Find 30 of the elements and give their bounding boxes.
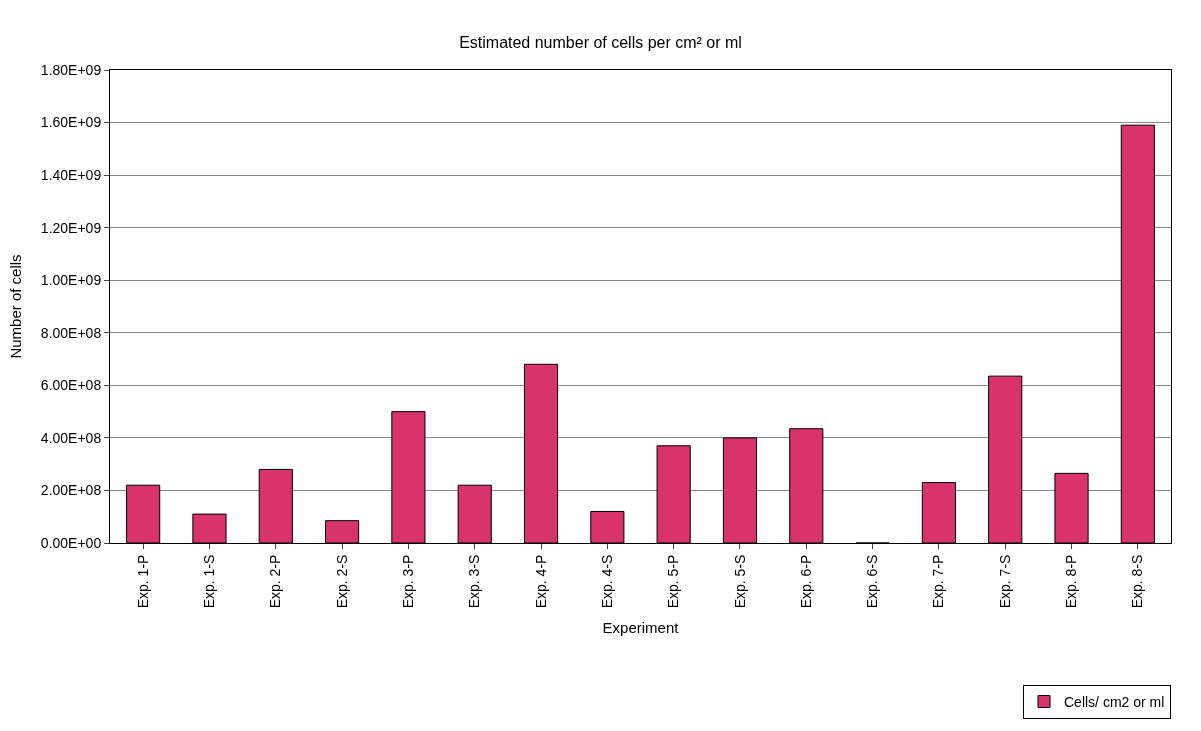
y-tick-label: 6.00E+08 — [40, 377, 102, 394]
chart-title: Estimated number of cells per cm² or ml — [459, 33, 742, 51]
x-tick-label: Exp. 6-S — [864, 554, 881, 609]
y-tick-label: 0.00E+00 — [40, 534, 102, 551]
y-tick-label: 1.20E+09 — [40, 219, 102, 236]
x-tick-label: Exp. 2-P — [267, 554, 284, 609]
y-tick-label: 8.00E+08 — [40, 324, 102, 341]
x-tick-label: Exp. 5-P — [665, 554, 682, 609]
x-tick-label: Exp. 1-S — [201, 554, 218, 609]
x-tick-label: Exp. 8-S — [1129, 554, 1146, 609]
y-tick-label: 1.40E+09 — [40, 167, 102, 184]
y-tick-label: 1.60E+09 — [40, 114, 102, 131]
y-tick-label: 1.80E+09 — [40, 61, 102, 78]
x-tick-label: Exp. 5-S — [731, 554, 748, 609]
legend-label: Cells/ cm2 or ml — [1064, 693, 1165, 710]
x-tick-label: Exp. 4-S — [598, 554, 615, 609]
x-tick-label: Exp. 4-P — [532, 554, 549, 609]
x-tick-label: Exp. 2-S — [333, 554, 350, 609]
x-tick-label: Exp. 8-P — [1063, 554, 1080, 609]
x-tick-label: Exp. 3-P — [399, 554, 416, 609]
x-tick-label: Exp. 3-S — [466, 554, 483, 609]
y-tick-label: 1.00E+09 — [40, 272, 102, 289]
x-tick-label: Exp. 1-P — [134, 554, 151, 609]
x-tick-label: Exp. 7-S — [996, 554, 1013, 609]
y-tick-label: 2.00E+08 — [40, 482, 102, 499]
y-axis-title: Number of cells — [7, 254, 25, 359]
x-tick-label: Exp. 6-P — [797, 554, 814, 609]
x-axis-title: Experiment — [602, 619, 680, 637]
y-tick-label: 4.00E+08 — [40, 429, 102, 446]
x-tick-label: Exp. 7-P — [930, 554, 947, 609]
